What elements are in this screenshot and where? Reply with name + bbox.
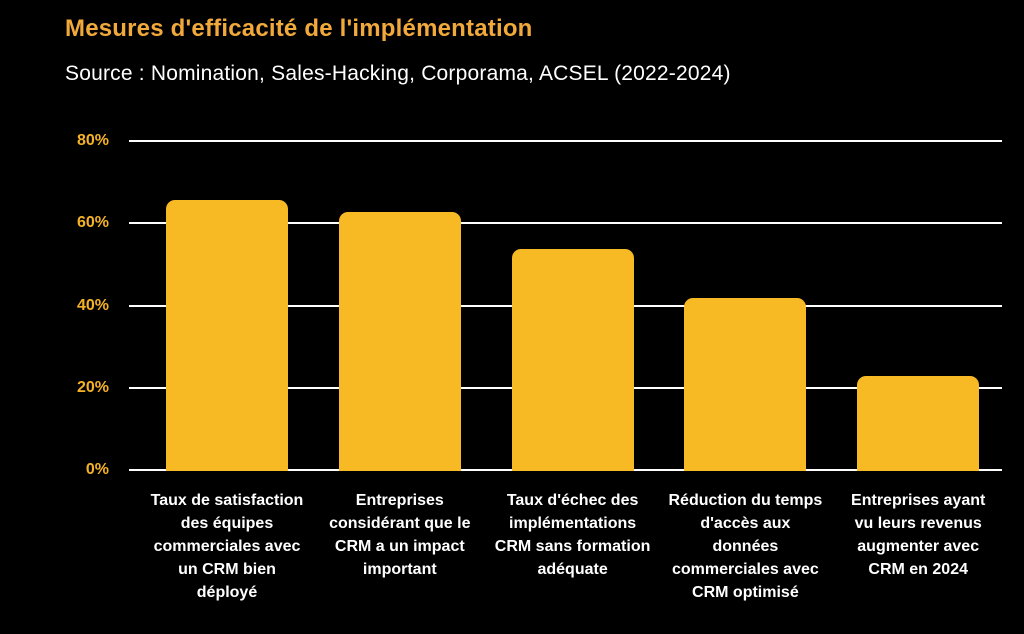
bar-3 [511, 248, 634, 471]
x-axis-label-5: Entreprises ayant vu leurs revenus augme… [851, 492, 986, 578]
chart-source-subtitle: Source : Nomination, Sales-Hacking, Corp… [65, 62, 731, 85]
bar-2 [338, 211, 461, 471]
y-tick-label-60%: 60% [76, 214, 109, 232]
y-tick-label-20%: 20% [76, 378, 109, 396]
y-tick-label-0%: 0% [85, 461, 109, 478]
gridline-60% [129, 222, 1002, 225]
bar-5 [857, 376, 980, 471]
x-axis-label-2: Entreprises considérant que le CRM a un … [329, 492, 471, 578]
y-tick-label-80%: 80% [76, 132, 109, 149]
x-axis-label-4: Réduction du temps d'accès aux données c… [668, 492, 823, 601]
y-tick-label-40%: 40% [76, 296, 109, 314]
chart-title: Mesures d'efficacité de l'implémentation [65, 15, 533, 42]
bar-1 [166, 199, 288, 471]
gridline-80% [129, 140, 1002, 142]
x-axis-label-3: Taux d'échec des implémentations CRM san… [494, 492, 651, 578]
bar-4 [684, 298, 807, 471]
x-axis-labels: Taux de satisfaction des équipes commerc… [0, 489, 1024, 629]
plot-area: 0% 20% 40% 60% 80% [77, 132, 1002, 478]
x-axis-label-1: Taux de satisfaction des équipes commerc… [150, 492, 304, 601]
